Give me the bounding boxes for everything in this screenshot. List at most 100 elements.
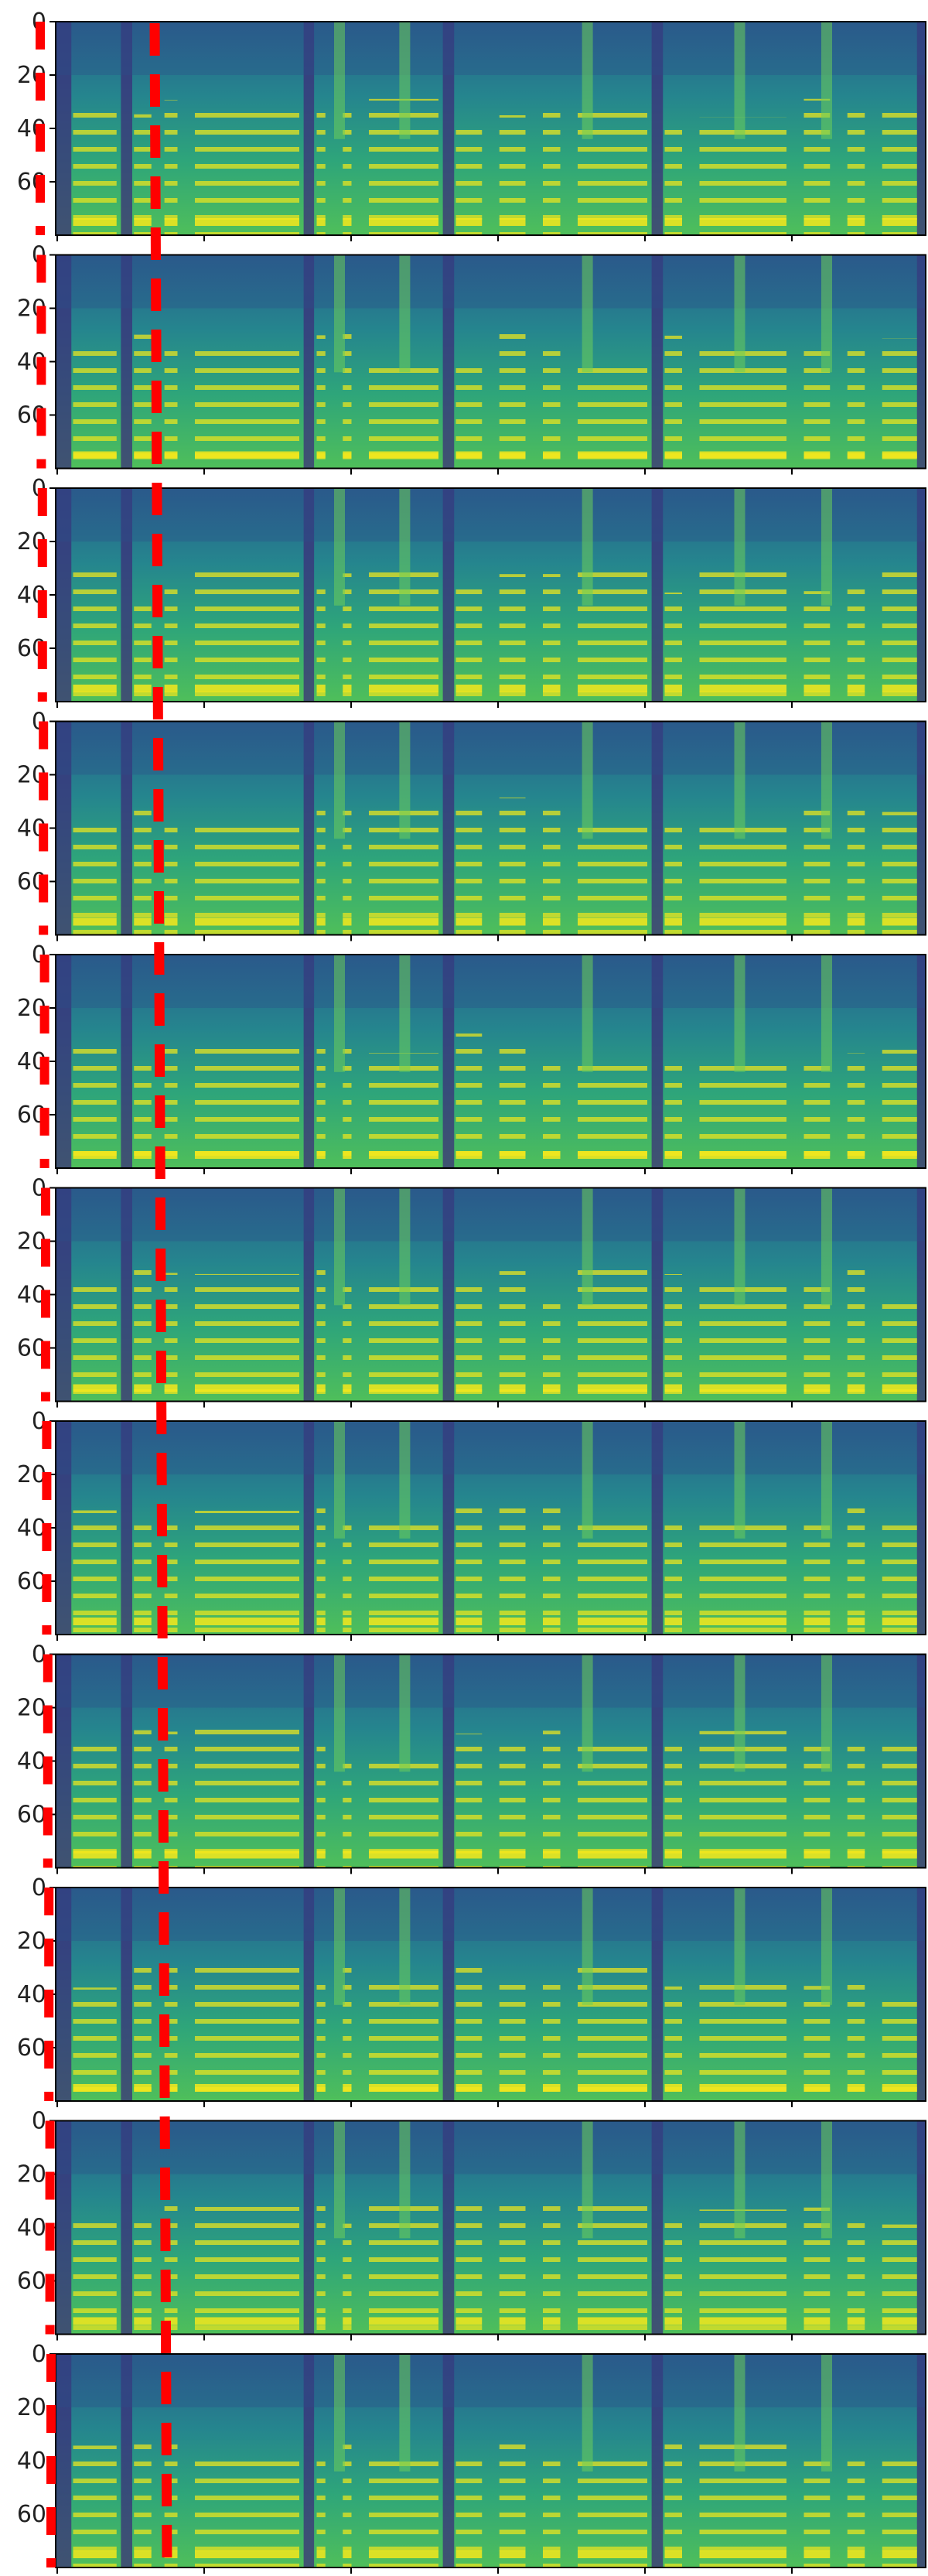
fundamental-band [664, 1850, 682, 1859]
fricative-streak [582, 955, 593, 1072]
harmonic-region [195, 1729, 299, 1868]
silence-region [56, 255, 72, 469]
harmonic-region [543, 1730, 561, 1868]
harmonic-region [847, 2212, 865, 2335]
fricative-streak [334, 1654, 345, 1772]
harmonic-region [73, 1510, 117, 1635]
harmonic-region [134, 334, 152, 469]
fundamental-band [73, 451, 117, 460]
fundamental-band [455, 2084, 483, 2092]
harmonic-region [882, 1294, 917, 1402]
harmonic-region [699, 1058, 786, 1168]
fundamental-band [578, 1151, 647, 1159]
y-tick-label: 20 [17, 2161, 46, 2188]
y-tick-label: 60 [17, 1802, 46, 1829]
silence-region [651, 488, 664, 702]
harmonic-region [369, 1756, 438, 1868]
harmonic-region [543, 1975, 561, 2101]
fundamental-band [369, 1618, 438, 1625]
fricative-streak [734, 1187, 745, 1306]
harmonic-region [543, 574, 561, 702]
fricative-streak [334, 2354, 345, 2472]
fundamental-band [699, 2317, 786, 2325]
high-frequency-band [56, 22, 926, 75]
fundamental-band [664, 685, 682, 692]
harmonic-region [343, 1037, 352, 1168]
harmonic-region [195, 1273, 299, 1402]
harmonic-region [543, 1500, 561, 1635]
fundamental-band [164, 685, 178, 692]
silence-region [56, 1654, 72, 1868]
harmonic-region [499, 1496, 526, 1635]
harmonic-region [882, 1050, 917, 1168]
fundamental-band [664, 917, 682, 926]
fricative-streak [399, 1654, 411, 1772]
harmonic-region [664, 816, 682, 935]
high-frequency-band [56, 721, 926, 775]
fundamental-band [369, 451, 438, 460]
fundamental-band [499, 2084, 526, 2092]
silence-region [442, 22, 455, 235]
fricative-streak [582, 1654, 593, 1772]
silence-region [121, 488, 132, 702]
harmonic-region [134, 1523, 152, 1635]
fundamental-band [195, 218, 299, 226]
fundamental-band [134, 218, 152, 226]
silence-region [442, 955, 455, 1168]
fundamental-band [316, 1384, 326, 1392]
silence-region [442, 1888, 455, 2101]
fundamental-band [316, 451, 326, 460]
fricative-streak [334, 1888, 345, 2005]
harmonic-region [195, 570, 299, 702]
silence-region [442, 2354, 455, 2567]
harmonic-region [134, 1966, 152, 2101]
fundamental-band [369, 1151, 438, 1159]
fundamental-band [343, 1850, 352, 1859]
harmonic-region [316, 1037, 326, 1168]
silence-region [121, 955, 132, 1168]
fundamental-band [343, 1151, 352, 1159]
harmonic-region [195, 1511, 299, 1635]
fricative-streak [734, 2354, 745, 2472]
fundamental-band [134, 2550, 152, 2558]
harmonic-region [882, 811, 917, 935]
fundamental-band [164, 2317, 178, 2325]
fundamental-band [882, 917, 917, 926]
fundamental-band [882, 2550, 917, 2558]
fundamental-band [803, 685, 831, 692]
fundamental-band [543, 1850, 561, 1859]
fundamental-band [803, 1151, 831, 1159]
silence-region [121, 1888, 132, 2101]
fundamental-band [455, 1618, 483, 1625]
fundamental-band [803, 2317, 831, 2325]
fricative-streak [334, 22, 345, 139]
fundamental-band [343, 917, 352, 926]
fundamental-band [369, 1850, 438, 1859]
harmonic-region [134, 1730, 152, 1868]
silence-region [303, 2354, 315, 2567]
fundamental-band [369, 917, 438, 926]
fricative-streak [399, 1187, 411, 1306]
harmonic-region [195, 1043, 299, 1168]
fundamental-band [882, 1384, 917, 1392]
silence-region [56, 2120, 72, 2335]
harmonic-region [343, 803, 352, 935]
fundamental-band [195, 1151, 299, 1159]
harmonic-region [543, 809, 561, 935]
fricative-streak [734, 1421, 745, 1539]
harmonic-region [455, 1734, 483, 1868]
fundamental-band [164, 1151, 178, 1159]
fundamental-band [316, 1618, 326, 1625]
harmonic-region [882, 570, 917, 702]
harmonic-region [164, 1731, 178, 1868]
fundamental-band [164, 2084, 178, 2092]
fundamental-band [499, 917, 526, 926]
fundamental-band [699, 917, 786, 926]
silence-region [56, 488, 72, 702]
fundamental-band [578, 917, 647, 926]
fundamental-band [699, 218, 786, 226]
